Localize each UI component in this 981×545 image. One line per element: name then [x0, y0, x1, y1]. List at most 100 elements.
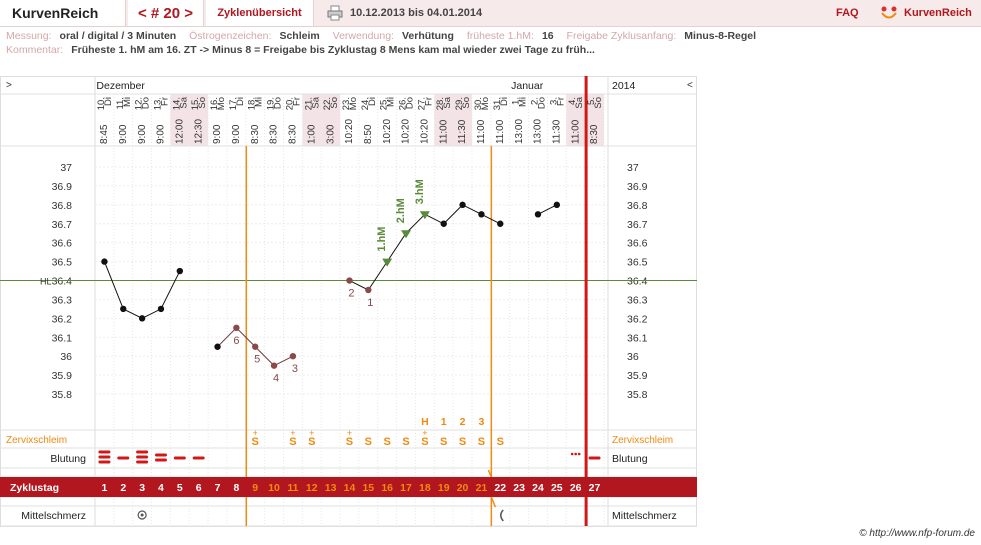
- day-date: 17.: [228, 97, 239, 110]
- temp-point: [497, 220, 504, 227]
- temp-point-label: 5: [254, 354, 260, 366]
- cycle-day-number: 14: [344, 482, 356, 494]
- cycle-day-number: 6: [196, 482, 202, 494]
- temp-point: [233, 324, 240, 332]
- printer-icon[interactable]: [326, 0, 344, 26]
- cycle-navigation[interactable]: < # 20 >: [128, 0, 204, 26]
- blutung-bar: [588, 456, 601, 460]
- comment-line: Kommentar: Früheste 1. hM am 16. ZT -> Mi…: [6, 44, 605, 56]
- day-weekday: Sa: [574, 96, 585, 108]
- cycle-day-number: 11: [287, 482, 298, 494]
- y-tick-right: 37: [627, 162, 639, 174]
- y-tick-right: 36.7: [627, 219, 648, 231]
- cycle-overview-link[interactable]: Zyklenübersicht: [206, 0, 314, 26]
- day-date: 21.: [303, 97, 314, 110]
- temp-point: [101, 258, 108, 265]
- y-tick-right: 35.9: [627, 370, 648, 382]
- day-time: 8:50: [363, 124, 374, 144]
- y-tick-right: 35.8: [627, 389, 648, 401]
- zervix-entry: S: [365, 436, 372, 448]
- day-date: 19.: [266, 97, 277, 110]
- day-time: 8:45: [99, 124, 110, 144]
- nav-arrow-left: >: [6, 80, 12, 91]
- temp-point: [270, 362, 278, 369]
- zervix-plus: +: [422, 428, 427, 438]
- cycle-day-number: 1: [102, 482, 108, 494]
- day-time: 8:30: [288, 124, 299, 144]
- day-date: 31.: [492, 97, 503, 110]
- day-weekday: Mo: [480, 97, 491, 110]
- release-label: Freigabe Zyklusanfang:: [566, 30, 677, 42]
- y-tick-left: 36.9: [52, 181, 73, 193]
- day-weekday: Sa: [310, 96, 321, 108]
- zervix-entry: S: [440, 436, 447, 448]
- day-date: 20.: [284, 97, 295, 110]
- temp-point: [365, 286, 372, 294]
- month-right: Januar: [511, 80, 544, 92]
- temp-point: [346, 277, 353, 284]
- temp-point-hm: [382, 258, 393, 267]
- day-date: 10.: [96, 97, 107, 110]
- coverline-label: HL: [40, 277, 52, 287]
- day-time: 11:30: [457, 119, 468, 144]
- year-label: 2014: [612, 80, 636, 92]
- weekend-shade: [453, 94, 472, 146]
- logo[interactable]: KurvenReich: [880, 0, 972, 26]
- y-tick-left: 36.5: [52, 257, 73, 269]
- y-tick-right: 36.4: [627, 276, 648, 288]
- logo-icon: [880, 5, 898, 21]
- temp-point: [252, 343, 259, 350]
- cycle-day-number: 9: [252, 482, 258, 494]
- cycle-day-number: 21: [476, 482, 488, 494]
- zervix-entry: S: [459, 436, 466, 448]
- day-weekday: So: [461, 97, 472, 109]
- cycle-day-number: 10: [268, 482, 280, 494]
- zervix-entry: S: [478, 436, 485, 448]
- day-date: 16.: [209, 97, 220, 110]
- day-date: 28.: [435, 97, 446, 110]
- date-range: 10.12.2013 bis 04.01.2014: [350, 7, 483, 19]
- day-date: 29.: [454, 97, 465, 110]
- nav-arrow-right: <: [687, 80, 693, 91]
- day-date: 15.: [190, 97, 201, 110]
- y-tick-right: 36.9: [627, 181, 648, 193]
- zervix-plus: +: [290, 428, 295, 438]
- y-tick-left: 36.3: [52, 294, 73, 306]
- blutung-bar: [173, 456, 186, 460]
- zervix-entry: S: [497, 436, 504, 448]
- hm-marker-label: 1.hM: [376, 227, 388, 252]
- weekend-shade: [585, 94, 604, 146]
- day-weekday: Fr: [291, 97, 302, 106]
- day-weekday: Di: [103, 97, 114, 106]
- day-weekday: So: [593, 97, 604, 109]
- temp-point: [120, 305, 127, 313]
- day-date: 25.: [379, 97, 390, 110]
- blutung-spot: [574, 452, 577, 456]
- y-tick-left: 35.8: [52, 389, 73, 401]
- day-time: 3:00: [325, 124, 336, 144]
- day-date: 24.: [360, 97, 371, 110]
- peak-label: 2: [460, 416, 466, 428]
- measure-value: oral / digital / 3 Minuten: [59, 30, 177, 42]
- estrogen-label: Östrogenzeichen:: [189, 30, 272, 42]
- zervix-entry: S: [346, 436, 353, 448]
- cycle-day-number: 19: [438, 482, 450, 494]
- day-date: 22.: [322, 97, 333, 110]
- day-date: 12.: [134, 97, 145, 110]
- temp-point-label: 1: [367, 297, 373, 309]
- faq-link[interactable]: FAQ: [836, 7, 859, 19]
- comment-label: Kommentar:: [6, 44, 64, 56]
- cycle-day-number: 26: [570, 482, 582, 494]
- y-tick-right: 36.6: [627, 238, 648, 250]
- y-tick-left: 36: [60, 351, 72, 363]
- y-tick-left: 36.7: [52, 219, 73, 231]
- day-date: 27.: [416, 97, 427, 110]
- day-weekday: Mi: [254, 97, 265, 107]
- day-time: 9:00: [212, 124, 223, 144]
- y-tick-left: 35.9: [52, 370, 73, 382]
- zervix-label-left: Zervixschleim: [6, 435, 67, 446]
- day-weekday: Fr: [423, 97, 434, 106]
- day-date: 23.: [341, 97, 352, 110]
- cycle-day-number: 4: [158, 482, 164, 494]
- brand-title[interactable]: KurvenReich: [0, 0, 126, 26]
